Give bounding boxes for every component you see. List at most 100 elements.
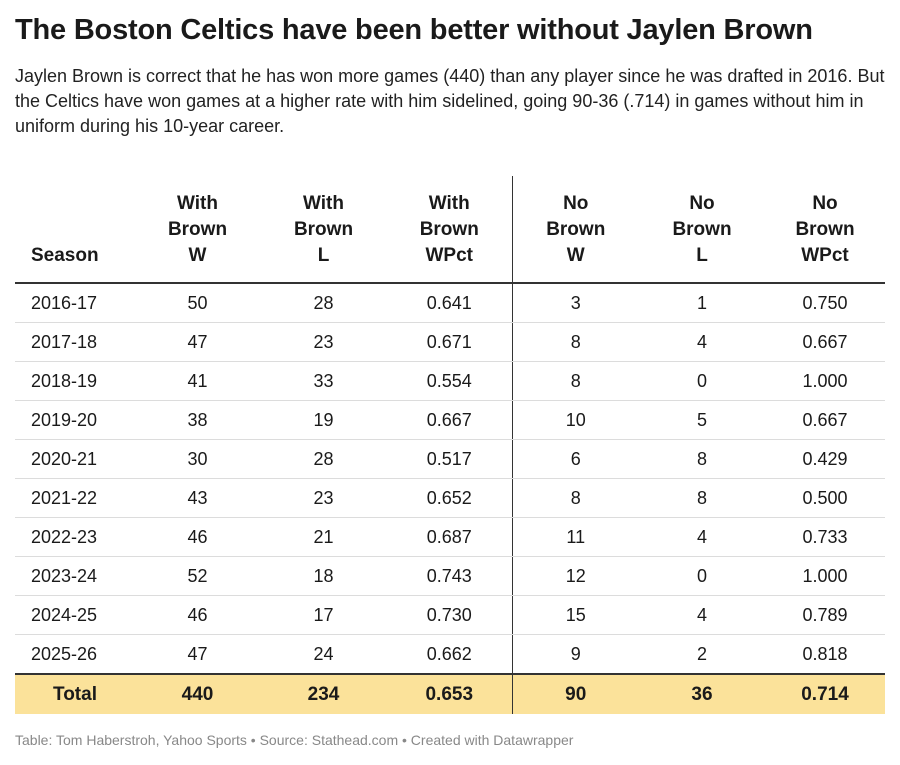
table-cell: 24 — [260, 634, 387, 675]
table-cell: 0.667 — [765, 400, 885, 440]
table-row: 2024-25 46 17 0.730 15 4 0.789 — [15, 595, 885, 635]
column-header-line: Season — [31, 245, 99, 266]
table-row: 2021-22 43 23 0.652 8 8 0.500 — [15, 478, 885, 518]
table-header: Season With Brown W With Brown L With Brown WPct N… — [15, 176, 885, 284]
table-cell: 0.687 — [387, 517, 513, 557]
table-cell: 21 — [260, 517, 387, 557]
table-row: 2018-19 41 33 0.554 8 0 1.000 — [15, 361, 885, 401]
table-cell: 52 — [135, 556, 260, 596]
table-row: 2025-26 47 24 0.662 9 2 0.818 — [15, 634, 885, 675]
table-cell: 0.733 — [765, 517, 885, 557]
table-row: 2023-24 52 18 0.743 12 0 1.000 — [15, 556, 885, 596]
table-cell: 11 — [512, 517, 639, 557]
table-row: 2020-21 30 28 0.517 6 8 0.429 — [15, 439, 885, 479]
table-cell: 46 — [135, 517, 260, 557]
table-cell: 36 — [639, 673, 765, 714]
season-cell: 2025-26 — [15, 634, 135, 675]
table-cell: 8 — [512, 322, 639, 362]
table-cell: 0.641 — [387, 283, 513, 323]
table-cell: 0.789 — [765, 595, 885, 635]
table-cell: 8 — [639, 478, 765, 518]
season-cell: 2022-23 — [15, 517, 135, 557]
table-cell: 1.000 — [765, 361, 885, 401]
table-cell: 0.671 — [387, 322, 513, 362]
table-cell: 5 — [639, 400, 765, 440]
column-header-line: Brown — [293, 219, 354, 240]
table-cell: 47 — [135, 322, 260, 362]
table-cell: 8 — [639, 439, 765, 479]
table-cell: 0.818 — [765, 634, 885, 675]
table-cell: 0.429 — [765, 439, 885, 479]
season-cell: 2018-19 — [15, 361, 135, 401]
column-header-line: W — [188, 245, 207, 266]
table-cell: 0.653 — [387, 673, 513, 714]
column-header-5: No Brown L — [639, 176, 765, 284]
season-cell: 2019-20 — [15, 400, 135, 440]
table-cell: 28 — [260, 439, 387, 479]
column-header-line: WPct — [425, 245, 474, 266]
table-row: 2019-20 38 19 0.667 10 5 0.667 — [15, 400, 885, 440]
table-cell: 0.730 — [387, 595, 513, 635]
table-cell: 0.667 — [765, 322, 885, 362]
season-cell: 2023-24 — [15, 556, 135, 596]
table-cell: 15 — [512, 595, 639, 635]
table-cell: 46 — [135, 595, 260, 635]
column-header-line: Brown — [795, 219, 855, 240]
table-cell: 0.743 — [387, 556, 513, 596]
column-header-line: W — [566, 245, 585, 266]
table-row: 2016-17 50 28 0.641 3 1 0.750 — [15, 283, 885, 323]
table-cell: 1 — [639, 283, 765, 323]
chart-footer: Table: Tom Haberstroh, Yahoo Sports • So… — [15, 732, 574, 748]
table-cell: 0.517 — [387, 439, 513, 479]
table-cell: 19 — [260, 400, 387, 440]
table-cell: 8 — [512, 361, 639, 401]
column-header-6: No Brown WPct — [765, 176, 885, 284]
column-header-0: Season — [15, 176, 135, 284]
table-cell: 12 — [512, 556, 639, 596]
table-cell: 4 — [639, 517, 765, 557]
column-header-line: Brown — [419, 219, 479, 240]
column-header-line: L — [696, 245, 708, 266]
column-header-3: With Brown WPct — [387, 176, 513, 284]
season-cell: 2024-25 — [15, 595, 135, 635]
table-cell: 4 — [639, 322, 765, 362]
column-header-line: Brown — [167, 219, 228, 240]
table-cell: 4 — [639, 595, 765, 635]
column-header-1: With Brown W — [135, 176, 260, 284]
table-cell: 30 — [135, 439, 260, 479]
table-cell: 440 — [135, 673, 260, 714]
column-header-line: No — [812, 193, 838, 214]
table-cell: 17 — [260, 595, 387, 635]
table-cell: 2 — [639, 634, 765, 675]
column-header-4: No Brown W — [512, 176, 639, 284]
table-body: 2016-17 50 28 0.641 3 1 0.750 2017-18 47 23 0.671 8… — [15, 283, 885, 714]
total-row: Total 440 234 0.653 90 36 0.714 — [15, 673, 885, 714]
table-cell: 1.000 — [765, 556, 885, 596]
stats-table: Season With Brown W With Brown L With Brown WPct N… — [15, 176, 885, 714]
season-cell: 2016-17 — [15, 283, 135, 323]
table-cell: 0 — [639, 361, 765, 401]
table-cell: 0.554 — [387, 361, 513, 401]
table-row: 2017-18 47 23 0.671 8 4 0.667 — [15, 322, 885, 362]
season-cell: 2021-22 — [15, 478, 135, 518]
table-cell: 10 — [512, 400, 639, 440]
table-cell: 41 — [135, 361, 260, 401]
table-cell: 6 — [512, 439, 639, 479]
table-cell: 33 — [260, 361, 387, 401]
table-cell: 0.652 — [387, 478, 513, 518]
chart-subtitle: Jaylen Brown is correct that he has won … — [15, 66, 885, 136]
table-cell: 18 — [260, 556, 387, 596]
table-cell: 0.714 — [765, 673, 885, 714]
column-header-line: WPct — [801, 245, 849, 266]
season-cell: 2020-21 — [15, 439, 135, 479]
table-cell: 50 — [135, 283, 260, 323]
column-header-line: With — [177, 193, 218, 214]
column-header-line: Brown — [672, 219, 732, 240]
table-cell: 23 — [260, 322, 387, 362]
table-cell: 0.662 — [387, 634, 513, 675]
table-cell: 43 — [135, 478, 260, 518]
column-header-line: With — [428, 193, 470, 214]
table-cell: 8 — [512, 478, 639, 518]
season-cell: Total — [15, 673, 135, 714]
table-cell: 90 — [512, 673, 639, 714]
